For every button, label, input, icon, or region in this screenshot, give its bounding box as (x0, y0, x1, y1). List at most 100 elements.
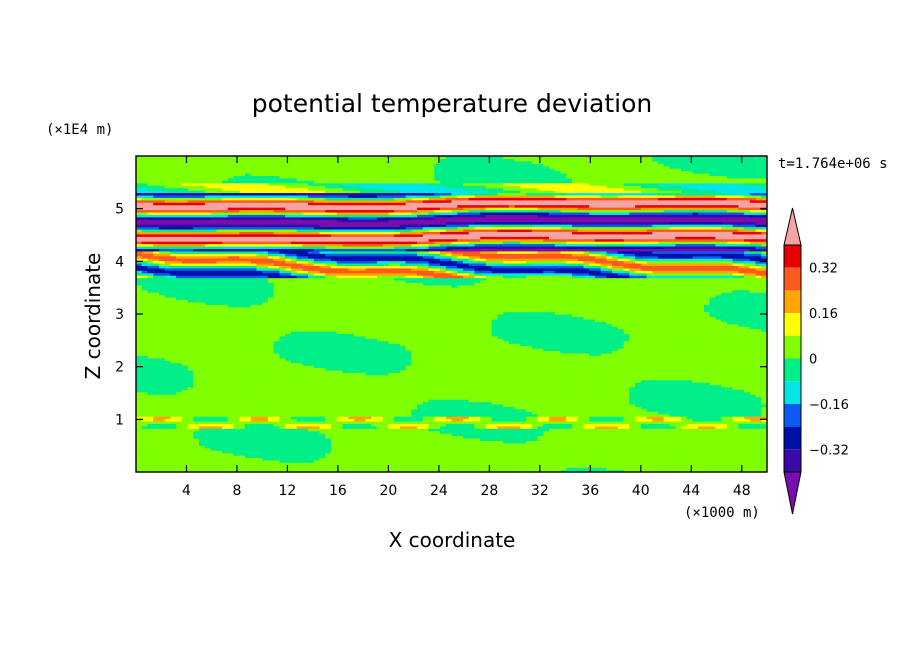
field-cell (233, 447, 240, 451)
field-cell (600, 450, 607, 454)
field-cell (376, 457, 384, 461)
field-cell (549, 454, 556, 459)
field-cell (583, 450, 590, 454)
field-cell (136, 452, 143, 456)
field-cell (445, 462, 453, 466)
field-cell (543, 464, 550, 468)
field-cell (170, 462, 177, 466)
field-cell (675, 469, 682, 472)
field-cell (474, 462, 481, 466)
field-cell (285, 454, 292, 459)
field-cell (296, 447, 303, 451)
field-cell (176, 469, 183, 472)
field-cell (325, 457, 332, 461)
field-cell (640, 454, 648, 459)
field-cell (199, 462, 206, 466)
field-cell (279, 450, 286, 454)
field-cell (543, 450, 550, 454)
field-cell (227, 459, 235, 463)
field-cell (531, 457, 539, 461)
field-cell (600, 452, 607, 456)
field-cell (348, 450, 355, 454)
field-cell (285, 447, 292, 451)
field-cell (594, 464, 602, 468)
field-cell (204, 452, 212, 456)
field-cell (491, 450, 498, 454)
field-cell (388, 450, 395, 454)
field-cell (612, 459, 619, 463)
field-cell (600, 464, 607, 468)
field-cell (262, 450, 269, 454)
field-cell (388, 447, 395, 451)
field-cell (554, 469, 562, 472)
field-cell (457, 464, 464, 468)
field-cell (514, 457, 521, 461)
field-cell (658, 452, 665, 456)
field-cell (537, 457, 544, 461)
field-cell (589, 457, 596, 461)
field-cell (514, 454, 521, 459)
field-cell (749, 450, 757, 454)
field-cell (749, 469, 757, 472)
field-cell (577, 459, 585, 463)
field-cell (141, 462, 149, 466)
field-cell (187, 450, 194, 454)
field-cell (199, 464, 206, 468)
field-cell (698, 462, 705, 466)
field-cell (612, 454, 619, 459)
field-cell (497, 454, 504, 459)
field-cell (732, 464, 739, 468)
field-cell (497, 457, 504, 461)
field-cell (325, 462, 332, 466)
field-cell (680, 450, 688, 454)
field-cell (187, 447, 194, 451)
field-cell (417, 454, 424, 459)
field-cell (285, 452, 292, 456)
field-cell (623, 459, 630, 463)
field-cell (353, 447, 361, 451)
field-cell (698, 457, 705, 461)
field-cell (388, 462, 395, 466)
field-cell (244, 452, 252, 456)
field-cell (537, 464, 544, 468)
field-cell (313, 469, 321, 472)
field-cell (675, 462, 682, 466)
field-cell (491, 457, 498, 461)
field-cell (422, 467, 430, 471)
field-cell (170, 447, 177, 451)
field-cell (331, 459, 338, 463)
field-cell (273, 450, 281, 454)
field-cell (675, 457, 682, 461)
field-cell (296, 467, 303, 471)
field-cell (440, 464, 447, 468)
field-cell (468, 464, 476, 468)
field-cell (669, 469, 676, 472)
field-cell (537, 459, 544, 463)
field-cell (663, 457, 671, 461)
field-cell (302, 454, 309, 459)
field-cell (290, 447, 298, 451)
field-cell (680, 464, 688, 468)
field-cell (204, 464, 212, 468)
contour-field (136, 156, 767, 472)
field-cell (290, 462, 298, 466)
field-cell (583, 464, 590, 468)
field-cell (468, 454, 476, 459)
field-cell (606, 454, 613, 459)
field-cell (239, 464, 246, 468)
field-cell (617, 464, 625, 468)
field-cell (181, 452, 189, 456)
field-cell (319, 469, 326, 472)
field-cell (285, 464, 292, 468)
field-cell (290, 469, 298, 472)
field-cell (428, 454, 435, 459)
field-cell (583, 452, 590, 456)
field-cell (376, 454, 384, 459)
field-cell (520, 467, 527, 471)
field-cell (422, 459, 430, 463)
field-cell (244, 459, 252, 463)
field-cell (422, 450, 430, 454)
field-cell (353, 452, 361, 456)
field-cell (606, 464, 613, 468)
field-cell (313, 447, 321, 451)
